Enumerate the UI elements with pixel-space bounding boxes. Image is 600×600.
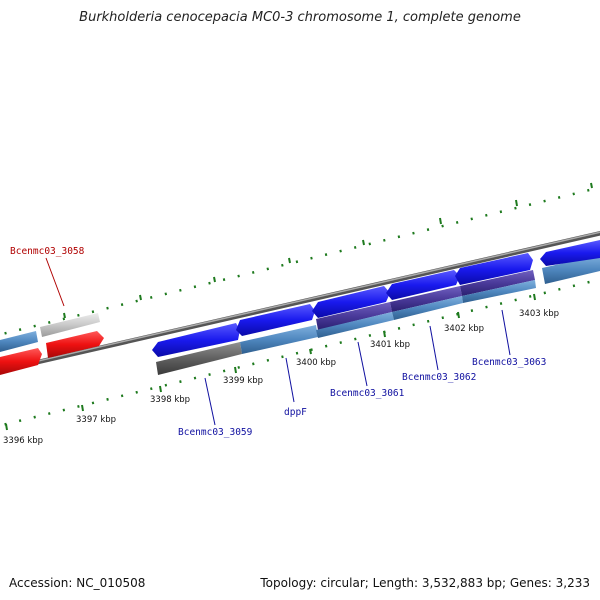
upper-major-ticks [63, 182, 593, 319]
gene-strip-a [240, 325, 318, 354]
tick-label: 3397 kbp [76, 415, 116, 425]
tick-label: 3402 kbp [444, 324, 484, 334]
map-title: Burkholderia cenocepacia MC0-3 chromosom… [79, 10, 521, 25]
cds-dppf [236, 304, 315, 336]
gene-strip-d [460, 270, 535, 296]
cds-bcenmc03-3061 [312, 286, 390, 318]
gene-left-steel [0, 331, 38, 352]
gene-right-steel [542, 255, 600, 284]
genome-backbone [0, 230, 600, 374]
tick-label: 3399 kbp [223, 376, 263, 386]
gene-strip-c [390, 286, 462, 312]
cds-bcenmc03-3062 [386, 270, 460, 300]
gene-strip-d2 [462, 280, 536, 303]
genome-backbone-highlight [0, 231, 600, 371]
lower-major-ticks [5, 293, 536, 431]
gene-left-red [0, 348, 42, 375]
cds-bcenmc03-3059 [152, 323, 240, 357]
gene-labels: Bcenmc03_3058 Bcenmc03_3059 dppF Bcenmc0… [10, 246, 546, 438]
gene-strip-b [316, 302, 392, 330]
tick-label: 3403 kbp [519, 309, 559, 319]
lower-tick-ruler [0, 278, 600, 427]
cds-bcenmc03-3063 [455, 253, 533, 285]
topology-label: Topology: circular; Length: 3,532,883 bp… [260, 576, 590, 590]
tick-label: 3396 kbp [3, 436, 43, 446]
gene-label: Bcenmc03_3058 [10, 246, 85, 257]
upper-tick-ruler [0, 186, 600, 336]
tick-label: 3401 kbp [370, 340, 410, 350]
gene-label: dppF [284, 407, 307, 418]
gene-bcenmc03-3058 [40, 313, 100, 337]
tick-label: 3398 kbp [150, 395, 190, 405]
accession-label: Accession: NC_010508 [9, 576, 146, 590]
gene-label: Bcenmc03_3062 [402, 372, 476, 383]
gene-strip-c2 [392, 296, 463, 320]
tick-labels: 3396 kbp 3397 kbp 3398 kbp 3399 kbp 3400… [3, 309, 559, 446]
gene-bcenmc03-3059 [156, 342, 242, 375]
gene-label: Bcenmc03_3059 [178, 427, 253, 438]
gene-label: Bcenmc03_3063 [472, 357, 546, 368]
tick-label: 3400 kbp [296, 358, 336, 368]
leader-lines [45, 257, 511, 426]
gene-label: Bcenmc03_3061 [330, 388, 405, 399]
cds-bcenmc03-3058 [46, 331, 104, 358]
gene-strip-b2 [316, 312, 394, 338]
cds-right-edge [540, 240, 600, 266]
